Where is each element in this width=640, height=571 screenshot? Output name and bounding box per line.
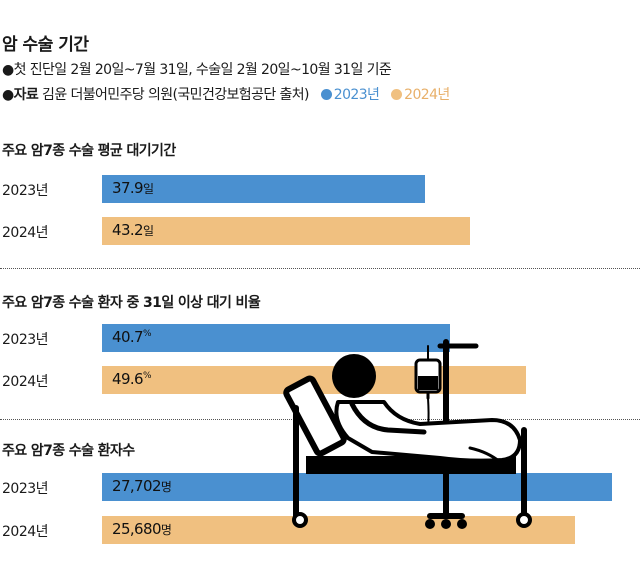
data-label: 40.7% <box>112 328 152 346</box>
chart-title: 주요 암7종 수술 환자수 <box>2 443 135 459</box>
data-label: 27,702명 <box>112 477 172 495</box>
row-label: 2023년 <box>2 332 49 348</box>
source-line: ●자료 김윤 더불어민주당 의원(국민건강보험공단 출처) 2023년 2024… <box>2 84 450 104</box>
section-divider <box>0 419 640 420</box>
chart-title: 주요 암7종 수술 환자 중 31일 이상 대기 비율 <box>2 295 261 311</box>
page-title: 암 수술 기간 <box>2 35 89 55</box>
legend-item-2023: 2023년 <box>313 87 380 103</box>
section-divider <box>0 268 640 269</box>
bar <box>102 217 470 245</box>
data-label: 49.6% <box>112 370 152 388</box>
row-label: 2023년 <box>2 183 49 199</box>
source-label: ●자료 <box>2 87 39 103</box>
bar <box>102 516 575 544</box>
criteria-note: ●첫 진단일 2월 20일~7월 31일, 수술일 2월 20일~10월 31일… <box>2 62 392 78</box>
data-label: 37.9일 <box>112 179 154 197</box>
row-label: 2024년 <box>2 524 49 540</box>
data-label: 43.2일 <box>112 221 154 239</box>
row-label: 2023년 <box>2 481 49 497</box>
bar <box>102 473 612 501</box>
row-label: 2024년 <box>2 374 49 390</box>
legend-item-2024: 2024년 <box>383 87 450 103</box>
bar <box>102 175 425 203</box>
legend-swatch-2024 <box>391 89 403 100</box>
data-label: 25,680명 <box>112 520 172 538</box>
legend-swatch-2023 <box>320 89 332 100</box>
chart-title: 주요 암7종 수술 평균 대기기간 <box>2 143 176 159</box>
row-label: 2024년 <box>2 225 49 241</box>
bar <box>102 324 450 352</box>
bar <box>102 366 526 394</box>
source-text: 김윤 더불어민주당 의원(국민건강보험공단 출처) <box>38 87 309 103</box>
